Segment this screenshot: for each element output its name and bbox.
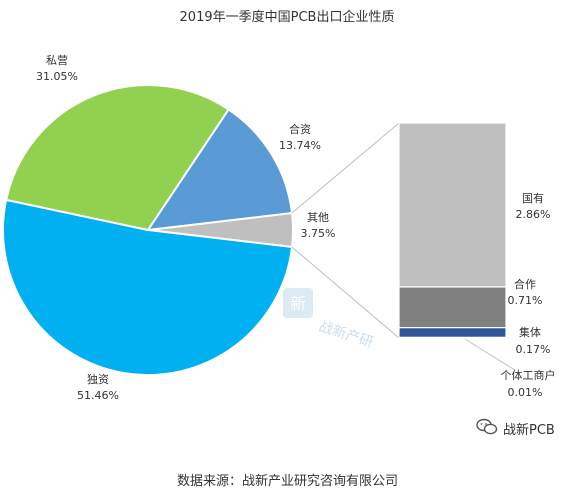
pie-slice-private (4, 84, 231, 232)
connector-lines (291, 122, 516, 371)
pie-label-wfoe-value: 51.46% (77, 389, 119, 402)
pie (1, 84, 294, 377)
bar-label-coop-value: 0.71% (508, 294, 543, 307)
pie-label-jv-value: 13.74% (279, 139, 321, 152)
pie-label-other-name: 其他 (307, 211, 329, 224)
bar-label-collective-value: 0.17% (516, 343, 551, 356)
pie-label-wfoe-name: 独资 (87, 373, 109, 386)
bar-label-collective-name: 集体 (519, 325, 541, 339)
watermark-text: 战新产研 (317, 319, 375, 352)
stacked-bar (398, 122, 507, 340)
bar-label-state-name: 国有 (522, 191, 544, 205)
watermark-logo-text: 新 (290, 294, 306, 313)
connector-top-line (291, 122, 400, 214)
bar-segment-collective (398, 327, 507, 339)
bar-labels: 国有 2.86% 合作 0.71% 集体 0.17% 个体工商户 0.01% (501, 191, 556, 399)
bar-segment-individual (398, 336, 507, 340)
pie-label-private-name: 私营 (46, 53, 68, 67)
pie-slice-jv (145, 108, 294, 232)
wechat-icon (476, 418, 498, 435)
pie-label-jv-name: 合资 (289, 122, 311, 136)
bar-segment-coop (398, 286, 507, 329)
bar-label-individual-name: 个体工商户 (501, 368, 556, 382)
watermark-stamp: 新 战新产研 (283, 288, 375, 351)
pie-labels: 私营 31.05% 合资 13.74% 其他 3.75% 独资 51.46% (36, 53, 335, 402)
pie-label-other-value: 3.75% (301, 227, 336, 240)
pie-label-private-value: 31.05% (36, 70, 78, 83)
brand-watermark: 战新PCB (503, 423, 555, 438)
chart-title: 2019年一季度中国PCB出口企业性质 (180, 9, 395, 25)
bar-label-individual-value: 0.01% (508, 386, 543, 399)
connector-bottom-line (291, 246, 400, 339)
bar-label-state-value: 2.86% (516, 208, 551, 221)
watermark-logo-icon (283, 288, 313, 318)
bar-segment-state (398, 122, 507, 288)
bar-label-coop-name: 合作 (514, 277, 536, 291)
pie-slice-wfoe (1, 198, 294, 377)
leader-line-individual (462, 337, 516, 371)
source-note: 数据来源：战新产业研究咨询有限公司 (176, 474, 398, 489)
